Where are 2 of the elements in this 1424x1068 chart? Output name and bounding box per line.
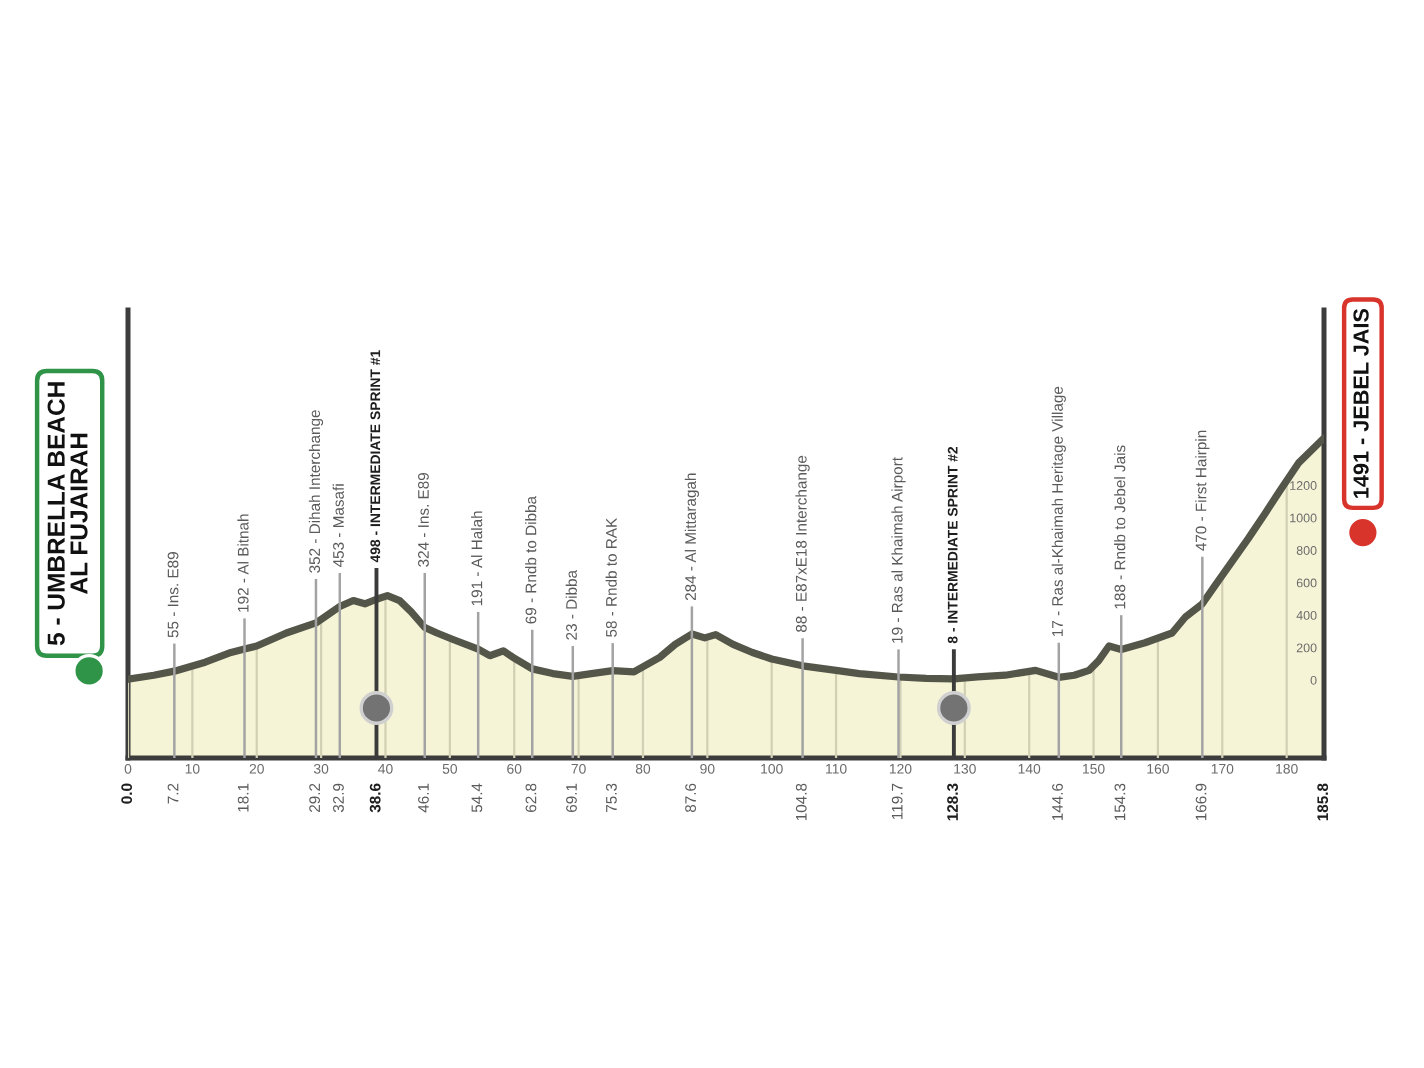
annotation: 5 - UMBRELLA BEACH AL FUJAIRAH [47,382,88,646]
annotation: 1491 - JEBEL JAIS [1353,308,1369,498]
